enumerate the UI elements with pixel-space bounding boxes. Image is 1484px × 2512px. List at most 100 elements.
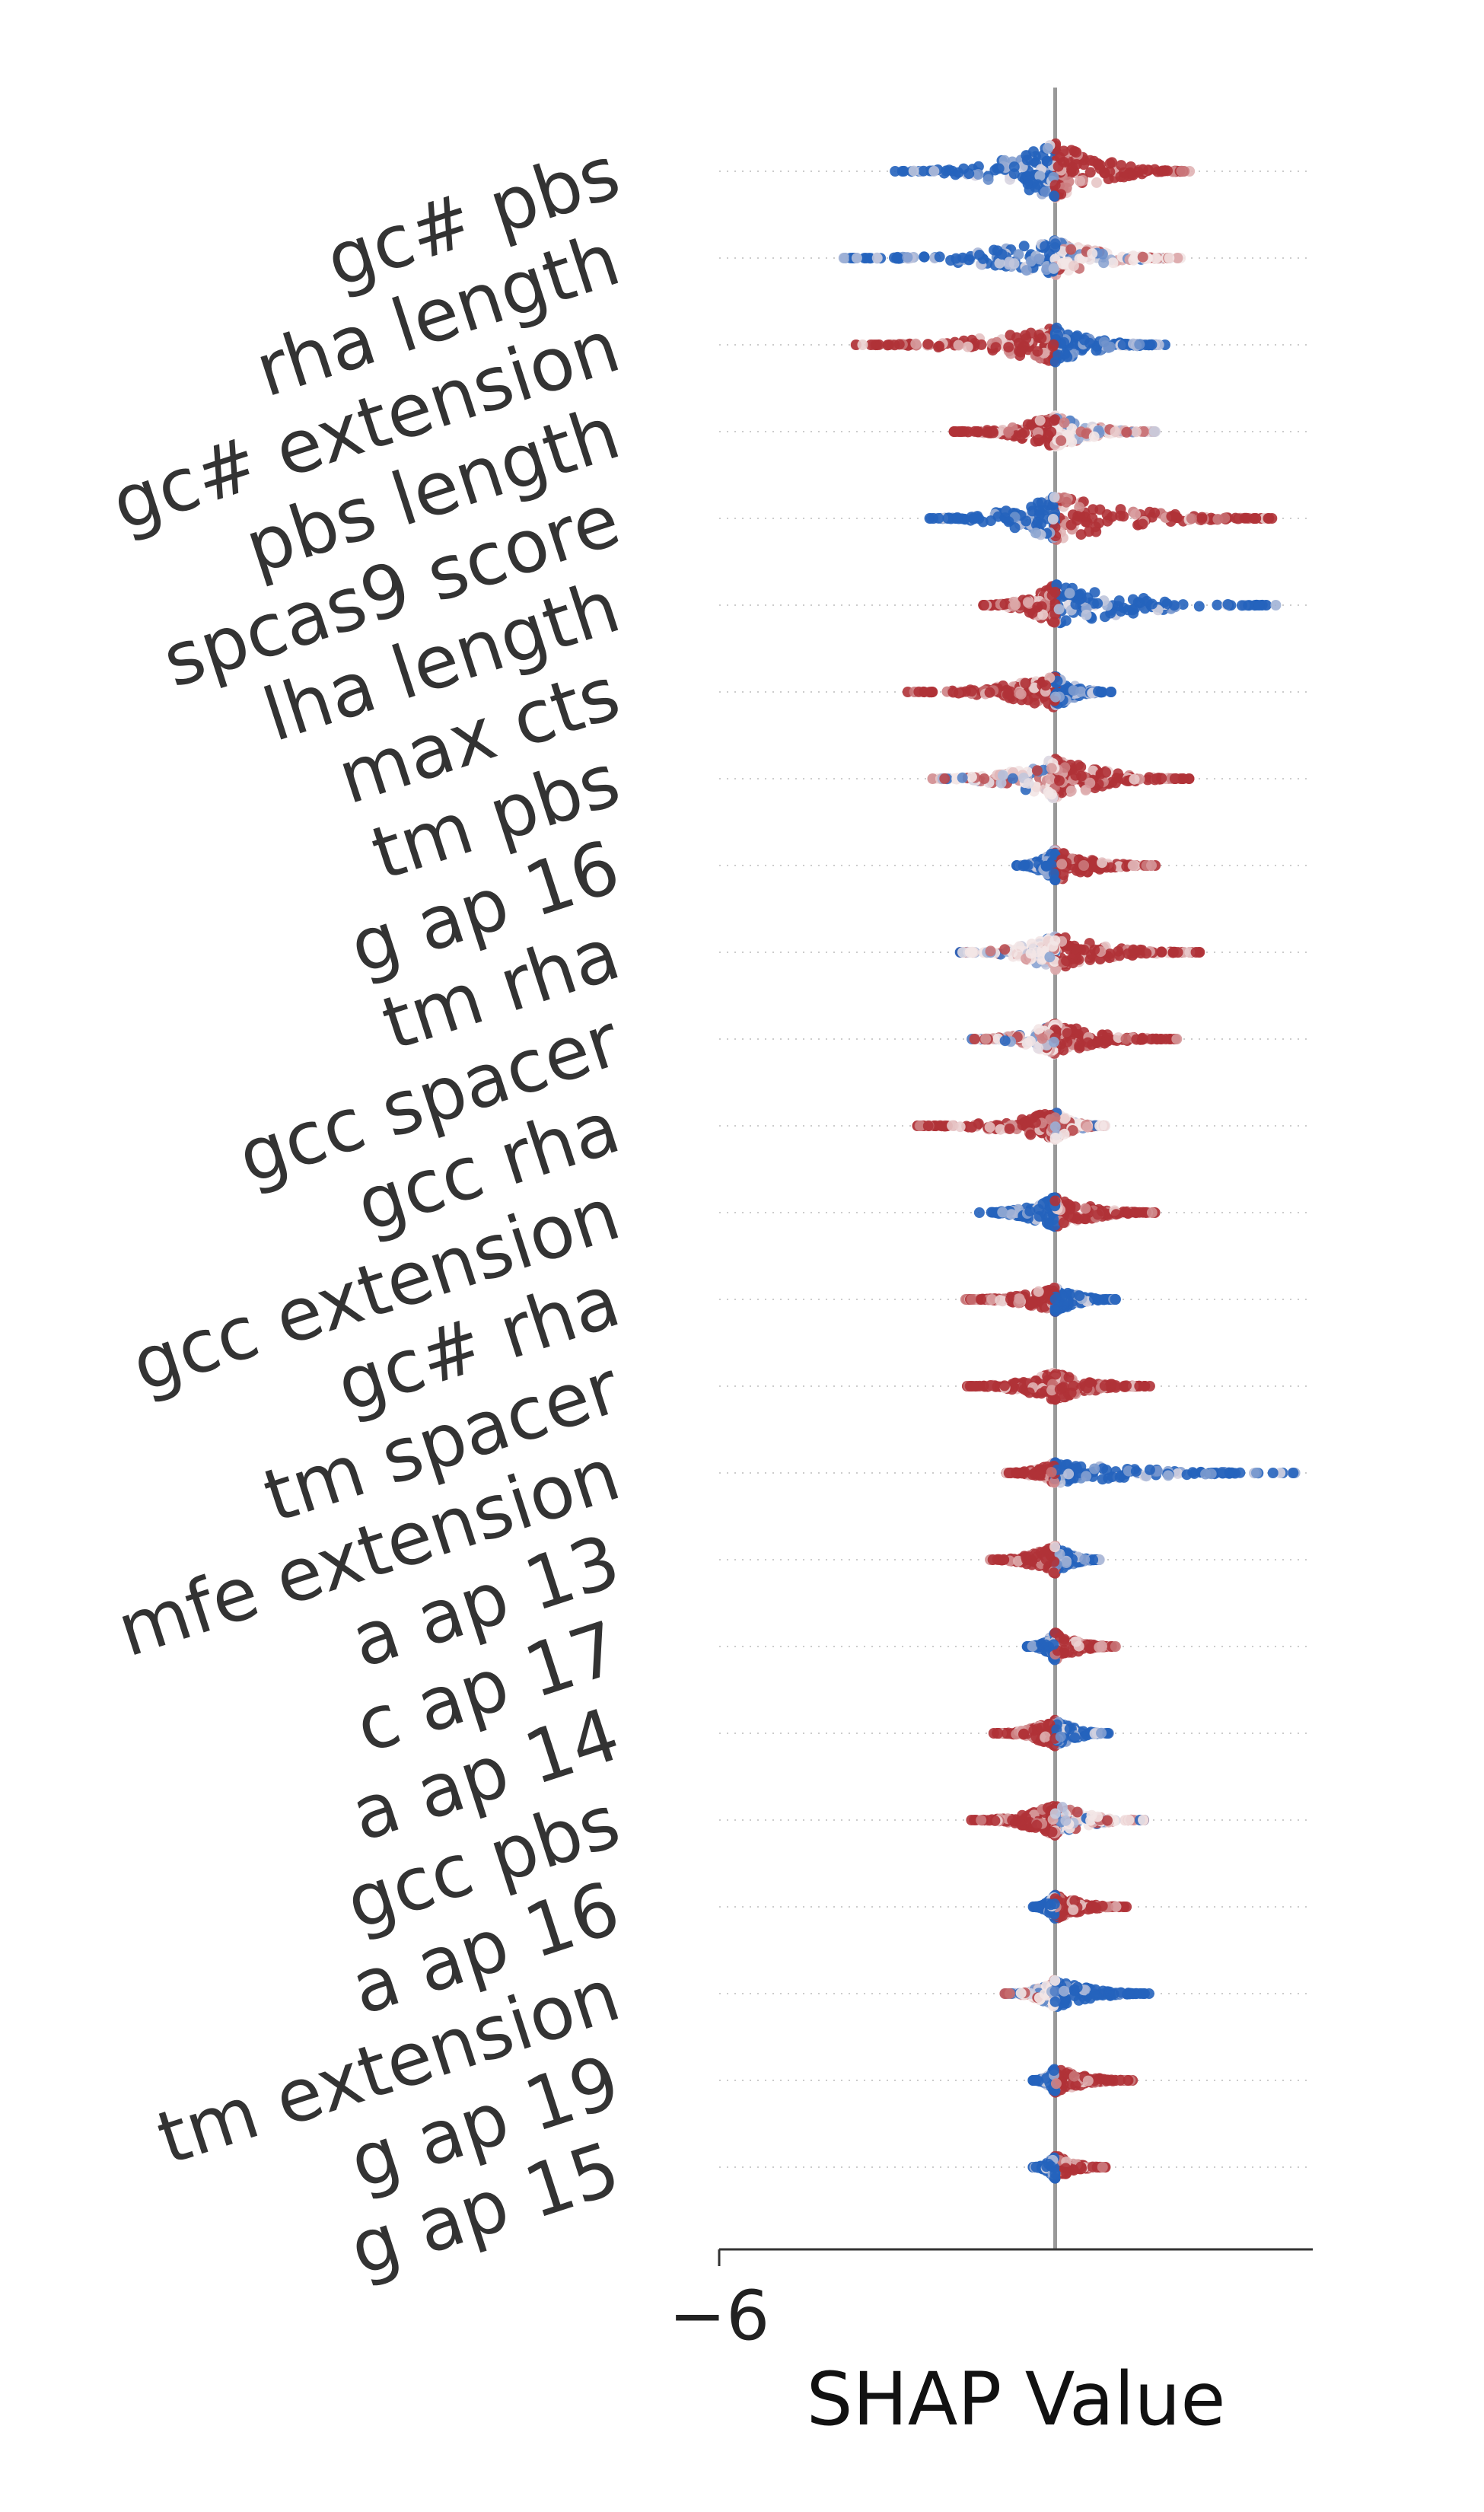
- swarm-point: [1003, 688, 1014, 700]
- swarm-point: [987, 1554, 998, 1565]
- swarm-point: [1169, 600, 1180, 611]
- swarm-point: [1003, 426, 1014, 438]
- swarm-point: [1212, 599, 1223, 610]
- swarm-point: [1049, 1808, 1061, 1819]
- swarm-point: [1047, 499, 1059, 511]
- swarm-point: [951, 426, 962, 437]
- swarm-point: [1263, 513, 1275, 524]
- swarm-point: [1050, 691, 1061, 703]
- swarm-point: [889, 340, 900, 351]
- swarm-point: [1064, 1289, 1075, 1300]
- swarm-point: [1127, 860, 1138, 872]
- swarm-point: [998, 1554, 1009, 1565]
- swarm-point: [1110, 1380, 1122, 1391]
- swarm-point: [1081, 609, 1092, 620]
- swarm-point: [1007, 773, 1018, 784]
- swarm-point: [1075, 175, 1086, 186]
- swarm-point: [1097, 1900, 1108, 1911]
- swarm-point: [1084, 777, 1096, 789]
- swarm-point: [865, 340, 877, 350]
- swarm-point: [953, 687, 964, 699]
- swarm-point: [1087, 248, 1098, 260]
- swarm-point: [1026, 419, 1037, 430]
- swarm-point: [1058, 869, 1069, 881]
- swarm-point: [1146, 860, 1157, 871]
- swarm-point: [1048, 1036, 1059, 1047]
- swarm-point: [1151, 253, 1162, 264]
- swarm-point: [1040, 1731, 1051, 1742]
- swarm-point: [1222, 599, 1234, 610]
- swarm-point: [1139, 1381, 1150, 1391]
- swarm-point: [902, 252, 913, 263]
- swarm-point: [1089, 587, 1100, 598]
- swarm-point: [1094, 504, 1106, 515]
- swarm-point: [1031, 765, 1043, 776]
- swarm-point: [1074, 1040, 1085, 1051]
- swarm-point: [928, 165, 940, 177]
- swarm-point: [999, 944, 1011, 955]
- swarm-point: [1065, 785, 1077, 796]
- swarm-point: [1055, 1731, 1066, 1742]
- swarm-point: [1032, 179, 1043, 190]
- swarm-point: [1063, 176, 1075, 187]
- swarm-point: [1036, 497, 1047, 508]
- swarm-point: [1078, 1213, 1090, 1225]
- swarm-point: [1048, 339, 1059, 350]
- swarm-point: [908, 165, 919, 177]
- swarm-point: [1130, 1466, 1142, 1477]
- swarm-point: [864, 253, 874, 264]
- swarm-point: [1098, 257, 1110, 269]
- swarm-point: [1114, 1471, 1126, 1483]
- swarm-point: [1049, 1541, 1061, 1553]
- swarm-point: [1190, 947, 1202, 958]
- swarm-point: [1049, 1121, 1061, 1133]
- swarm-point: [1251, 1468, 1262, 1478]
- swarm-point: [1056, 859, 1068, 870]
- swarm-point: [1114, 950, 1126, 961]
- swarm-point: [1054, 1384, 1065, 1395]
- swarm-point: [1074, 502, 1085, 513]
- swarm-point: [1084, 167, 1096, 178]
- swarm-point: [1058, 1217, 1069, 1229]
- swarm-point: [1146, 339, 1158, 350]
- swarm-point: [1047, 514, 1059, 524]
- swarm-point: [1067, 509, 1078, 521]
- swarm-point: [1130, 508, 1141, 520]
- swarm-point: [1134, 339, 1145, 350]
- swarm-point: [978, 600, 989, 610]
- swarm-point: [1078, 860, 1090, 871]
- swarm-point: [1010, 599, 1021, 610]
- swarm-point: [942, 513, 954, 524]
- swarm-point: [1017, 860, 1029, 872]
- swarm-point: [1059, 417, 1070, 429]
- swarm-point: [1008, 258, 1020, 269]
- swarm-point: [1048, 263, 1059, 274]
- swarm-point: [1082, 1121, 1094, 1133]
- swarm-point: [1146, 598, 1158, 610]
- swarm-point: [1048, 415, 1059, 426]
- swarm-point: [1062, 1028, 1073, 1039]
- swarm-point: [1125, 161, 1136, 172]
- swarm-point: [1098, 336, 1110, 348]
- swarm-point: [1012, 1468, 1024, 1479]
- swarm-point: [1110, 1641, 1121, 1652]
- swarm-point: [969, 1034, 980, 1044]
- swarm-point: [1121, 1380, 1132, 1391]
- swarm-point: [1049, 492, 1060, 503]
- swarm-point: [1070, 770, 1081, 781]
- swarm-point: [1089, 944, 1100, 955]
- swarm-point: [1074, 1290, 1085, 1302]
- swarm-point: [1013, 337, 1024, 349]
- swarm-point: [910, 338, 922, 349]
- swarm-point: [922, 1121, 934, 1132]
- swarm-point: [1267, 1468, 1279, 1478]
- swarm-point: [1096, 1727, 1107, 1739]
- swarm-point: [1092, 598, 1103, 609]
- swarm-point: [1052, 349, 1064, 361]
- swarm-point: [1048, 1639, 1059, 1650]
- swarm-point: [979, 773, 990, 784]
- swarm-point: [1058, 1044, 1069, 1056]
- swarm-point: [1176, 165, 1187, 177]
- swarm-point: [973, 169, 984, 180]
